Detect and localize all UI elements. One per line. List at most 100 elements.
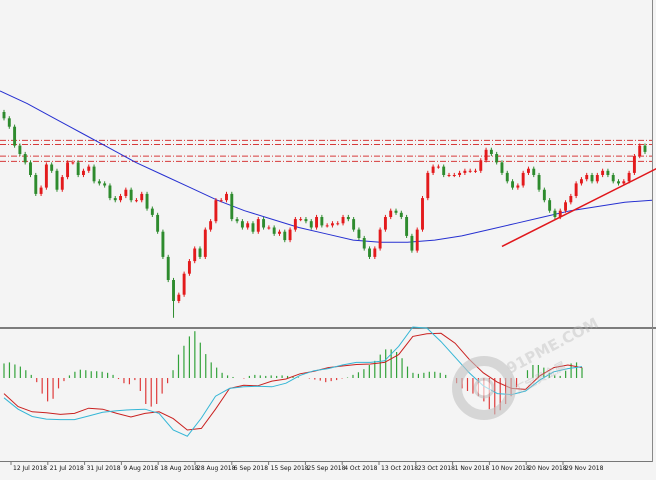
- candle-body: [399, 212, 403, 217]
- indicator-panel-background: [0, 329, 652, 460]
- candle-body: [156, 214, 160, 232]
- candlesticks: [2, 109, 647, 318]
- time-tick-label: 29 Nov 2018: [565, 465, 604, 472]
- candle-body: [442, 166, 446, 175]
- time-tick-label: 23 Oct 2018: [418, 465, 455, 472]
- candle-body: [606, 170, 610, 175]
- candle-body: [288, 229, 292, 241]
- candle-body: [246, 223, 250, 228]
- time-tick-label: 1 Nov 2018: [455, 465, 490, 472]
- candle-body: [320, 217, 324, 226]
- candle-body: [516, 185, 520, 188]
- candle-body: [426, 172, 430, 199]
- candle-body: [330, 223, 334, 226]
- candle-body: [537, 175, 541, 190]
- candle-body: [500, 162, 504, 173]
- candle-body: [617, 181, 620, 184]
- candle-body: [532, 168, 536, 175]
- horizontal-levels: [0, 139, 652, 162]
- candle-body: [44, 164, 48, 188]
- candle-body: [622, 181, 626, 184]
- candle-body: [161, 231, 165, 257]
- candle-body: [468, 170, 472, 172]
- candle-body: [489, 149, 493, 154]
- candle-body: [352, 219, 356, 230]
- candle-body: [452, 175, 456, 176]
- candle-body: [177, 294, 181, 301]
- candle-body: [60, 177, 64, 190]
- candle-body: [92, 166, 96, 182]
- candle-body: [76, 162, 80, 175]
- candle-body: [368, 248, 371, 257]
- candle-body: [378, 229, 382, 249]
- candle-body: [172, 280, 175, 301]
- candle-body: [341, 217, 345, 224]
- time-tick-label: 28 Aug 2018: [197, 465, 236, 472]
- candle-body: [585, 175, 589, 180]
- candle-body: [362, 238, 366, 249]
- candle-body: [325, 225, 329, 227]
- time-tick-label: 6 Sep 2018: [234, 465, 268, 472]
- candle-body: [558, 210, 562, 217]
- moving-average-layer: [0, 90, 653, 243]
- candle-body: [209, 221, 213, 230]
- candle-body: [479, 160, 483, 171]
- candle-body: [611, 175, 615, 182]
- candle-body: [7, 118, 11, 127]
- candle-body: [564, 202, 567, 211]
- time-tick-label: 21 Jul 2018: [50, 465, 84, 472]
- candle-body: [13, 126, 17, 146]
- candle-body: [198, 248, 202, 257]
- candle-body: [601, 170, 605, 175]
- candle-body: [526, 168, 530, 173]
- candle-body: [336, 223, 340, 225]
- candle-body: [643, 145, 647, 152]
- candle-body: [71, 162, 75, 164]
- candle-body: [553, 210, 557, 217]
- candle-body: [505, 172, 509, 182]
- time-tick-label: 10 Nov 2018: [491, 465, 530, 472]
- candle-body: [193, 248, 197, 262]
- candle-body: [293, 219, 297, 230]
- candle-body: [203, 229, 207, 257]
- candle-body: [18, 145, 22, 154]
- macd-line-layer: [3, 332, 583, 431]
- candle-body: [511, 181, 515, 188]
- moving-average-line: [0, 90, 653, 243]
- candle-body: [632, 156, 636, 173]
- candle-body: [103, 183, 107, 186]
- candle-body: [214, 200, 218, 222]
- candle-body: [150, 208, 154, 215]
- candle-body: [405, 217, 409, 236]
- candle-body: [240, 221, 244, 228]
- time-tick-label: 18 Aug 2018: [160, 465, 199, 472]
- candle-body: [542, 189, 546, 201]
- candle-body: [590, 175, 594, 182]
- main-panel-background: [0, 0, 652, 326]
- candle-body: [113, 198, 117, 201]
- candle-body: [225, 193, 228, 201]
- candle-body: [574, 183, 578, 196]
- candle-body: [304, 219, 308, 222]
- candle-body: [595, 175, 599, 182]
- candle-body: [66, 162, 70, 178]
- candle-body: [145, 193, 149, 209]
- candle-body: [256, 219, 260, 232]
- macd-line: [3, 332, 583, 431]
- candle-body: [394, 210, 398, 213]
- candle-body: [389, 210, 393, 217]
- candle-body: [283, 231, 287, 241]
- candle-body: [346, 217, 350, 220]
- candle-body: [638, 145, 642, 157]
- candle-body: [495, 154, 499, 163]
- candle-body: [262, 219, 266, 228]
- candle-body: [230, 193, 234, 220]
- time-tick-label: 15 Sep 2018: [271, 465, 309, 472]
- time-tick-label: 20 Nov 2018: [528, 465, 567, 472]
- candle-body: [50, 164, 54, 171]
- candle-body: [627, 172, 631, 182]
- candle-body: [187, 261, 191, 274]
- candle-body: [97, 181, 101, 184]
- candle-body: [272, 227, 276, 234]
- candle-body: [474, 170, 477, 172]
